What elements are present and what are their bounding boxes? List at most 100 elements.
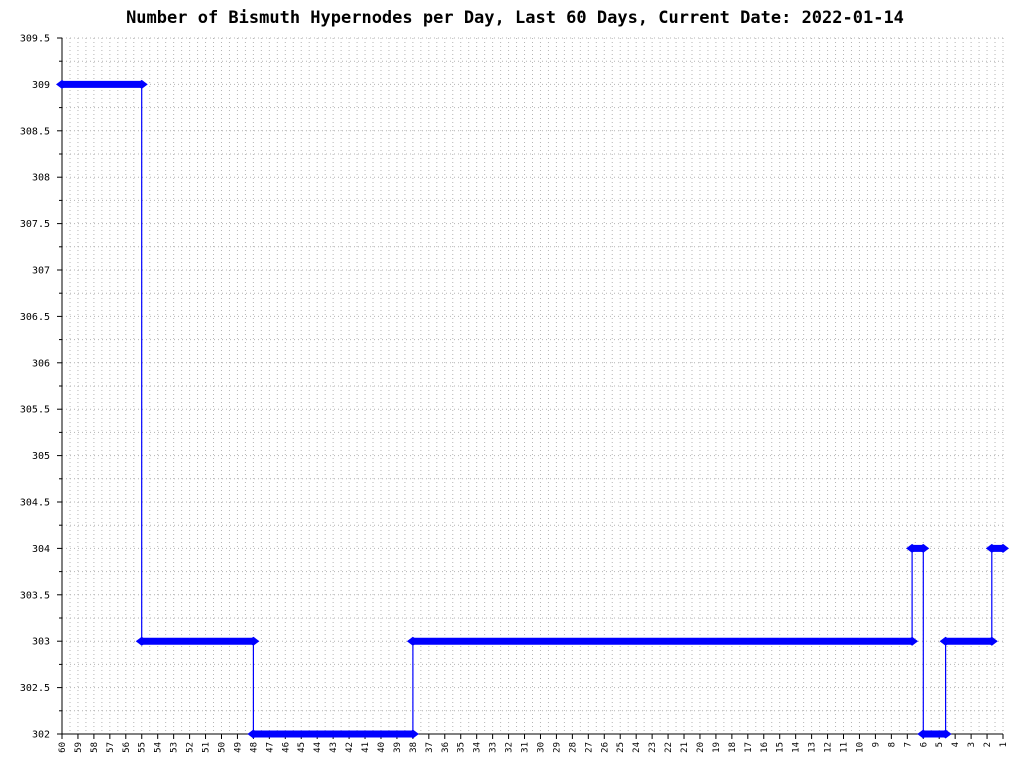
- series-point: [985, 543, 998, 553]
- tick-labels: 309.5309308.5308307.5307306.5306305.5305…: [20, 34, 1009, 753]
- series-point: [135, 636, 148, 646]
- series: [56, 79, 1009, 739]
- x-tick-label: 23: [648, 742, 658, 753]
- x-tick-label: 50: [217, 742, 227, 753]
- x-tick-label: 42: [345, 742, 355, 753]
- x-tick-label: 58: [90, 742, 100, 753]
- x-tick-label: 31: [521, 742, 531, 753]
- x-tick-label: 54: [154, 742, 164, 753]
- x-tick-label: 21: [680, 742, 690, 753]
- y-tick-label: 308.5: [20, 126, 50, 137]
- x-tick-label: 36: [441, 742, 451, 753]
- x-tick-label: 49: [233, 742, 243, 753]
- x-tick-label: 33: [489, 742, 499, 753]
- x-tick-label: 8: [887, 742, 897, 747]
- x-tick-label: 14: [792, 742, 802, 753]
- x-tick-label: 44: [313, 742, 323, 753]
- x-tick-label: 6: [919, 742, 929, 747]
- x-tick-label: 11: [840, 742, 850, 753]
- x-tick-label: 39: [393, 742, 403, 753]
- series-point: [917, 543, 930, 553]
- x-tick-label: 35: [457, 742, 467, 753]
- series-point: [917, 729, 930, 739]
- x-tick-label: 60: [58, 742, 68, 753]
- x-tick-label: 59: [74, 742, 84, 753]
- x-tick-label: 27: [584, 742, 594, 753]
- y-tick-label: 306: [32, 358, 50, 369]
- y-tick-label: 307: [32, 266, 50, 277]
- x-tick-label: 48: [249, 742, 259, 753]
- x-tick-label: 24: [632, 742, 642, 753]
- x-tick-label: 55: [138, 742, 148, 753]
- x-tick-label: 26: [600, 742, 610, 753]
- x-tick-label: 28: [568, 742, 578, 753]
- grid: [61, 37, 1004, 735]
- y-tick-label: 307.5: [20, 219, 50, 230]
- x-tick-label: 16: [760, 742, 770, 753]
- x-tick-label: 4: [951, 742, 961, 747]
- x-tick-label: 47: [265, 742, 275, 753]
- x-tick-label: 12: [824, 742, 834, 753]
- y-tick-label: 303.5: [20, 590, 50, 601]
- series-point: [985, 636, 998, 646]
- series-point: [997, 543, 1009, 553]
- series-point: [939, 729, 952, 739]
- y-tick-label: 305: [32, 451, 50, 462]
- series-point: [906, 636, 919, 646]
- y-tick-label: 304.5: [20, 498, 50, 509]
- x-tick-label: 41: [361, 742, 371, 753]
- y-tick-label: 309.5: [20, 34, 50, 45]
- x-tick-label: 17: [744, 742, 754, 753]
- y-tick-label: 302.5: [20, 683, 50, 694]
- x-tick-label: 46: [281, 742, 291, 753]
- x-tick-label: 57: [106, 742, 116, 753]
- x-tick-label: 9: [871, 742, 881, 747]
- axes: [57, 37, 1004, 739]
- x-tick-label: 32: [505, 742, 515, 753]
- x-tick-label: 29: [552, 742, 562, 753]
- x-tick-label: 7: [903, 742, 913, 747]
- x-tick-label: 1: [999, 742, 1009, 747]
- x-tick-label: 20: [696, 742, 706, 753]
- x-tick-label: 38: [409, 742, 419, 753]
- series-point: [247, 636, 260, 646]
- x-tick-label: 18: [728, 742, 738, 753]
- series-point: [939, 636, 952, 646]
- y-tick-label: 306.5: [20, 312, 50, 323]
- x-tick-label: 53: [170, 742, 180, 753]
- series-point: [56, 79, 68, 89]
- x-tick-label: 10: [855, 742, 865, 753]
- x-tick-label: 15: [776, 742, 786, 753]
- x-tick-label: 40: [377, 742, 387, 753]
- y-tick-label: 305.5: [20, 405, 50, 416]
- x-tick-label: 37: [425, 742, 435, 753]
- series-point: [135, 79, 148, 89]
- series-point: [906, 543, 919, 553]
- y-tick-label: 309: [32, 80, 50, 91]
- y-tick-label: 303: [32, 637, 50, 648]
- x-tick-label: 56: [122, 742, 132, 753]
- y-tick-label: 304: [32, 544, 50, 555]
- x-tick-label: 52: [186, 742, 196, 753]
- chart-title: Number of Bismuth Hypernodes per Day, La…: [126, 8, 904, 28]
- series-line: [62, 83, 1003, 735]
- x-tick-label: 13: [808, 742, 818, 753]
- series-point: [247, 729, 260, 739]
- x-tick-label: 51: [202, 742, 212, 753]
- series-point: [406, 636, 419, 646]
- x-tick-label: 19: [712, 742, 722, 753]
- y-tick-label: 302: [32, 730, 50, 741]
- x-tick-label: 22: [664, 742, 674, 753]
- x-tick-label: 34: [473, 742, 483, 753]
- x-tick-label: 45: [297, 742, 307, 753]
- x-tick-label: 3: [967, 742, 977, 747]
- x-tick-label: 30: [536, 742, 546, 753]
- x-tick-label: 25: [616, 742, 626, 753]
- x-tick-label: 2: [983, 742, 993, 747]
- y-tick-label: 308: [32, 173, 50, 184]
- x-tick-label: 43: [329, 742, 339, 753]
- x-tick-label: 5: [935, 742, 945, 747]
- series-point: [406, 729, 419, 739]
